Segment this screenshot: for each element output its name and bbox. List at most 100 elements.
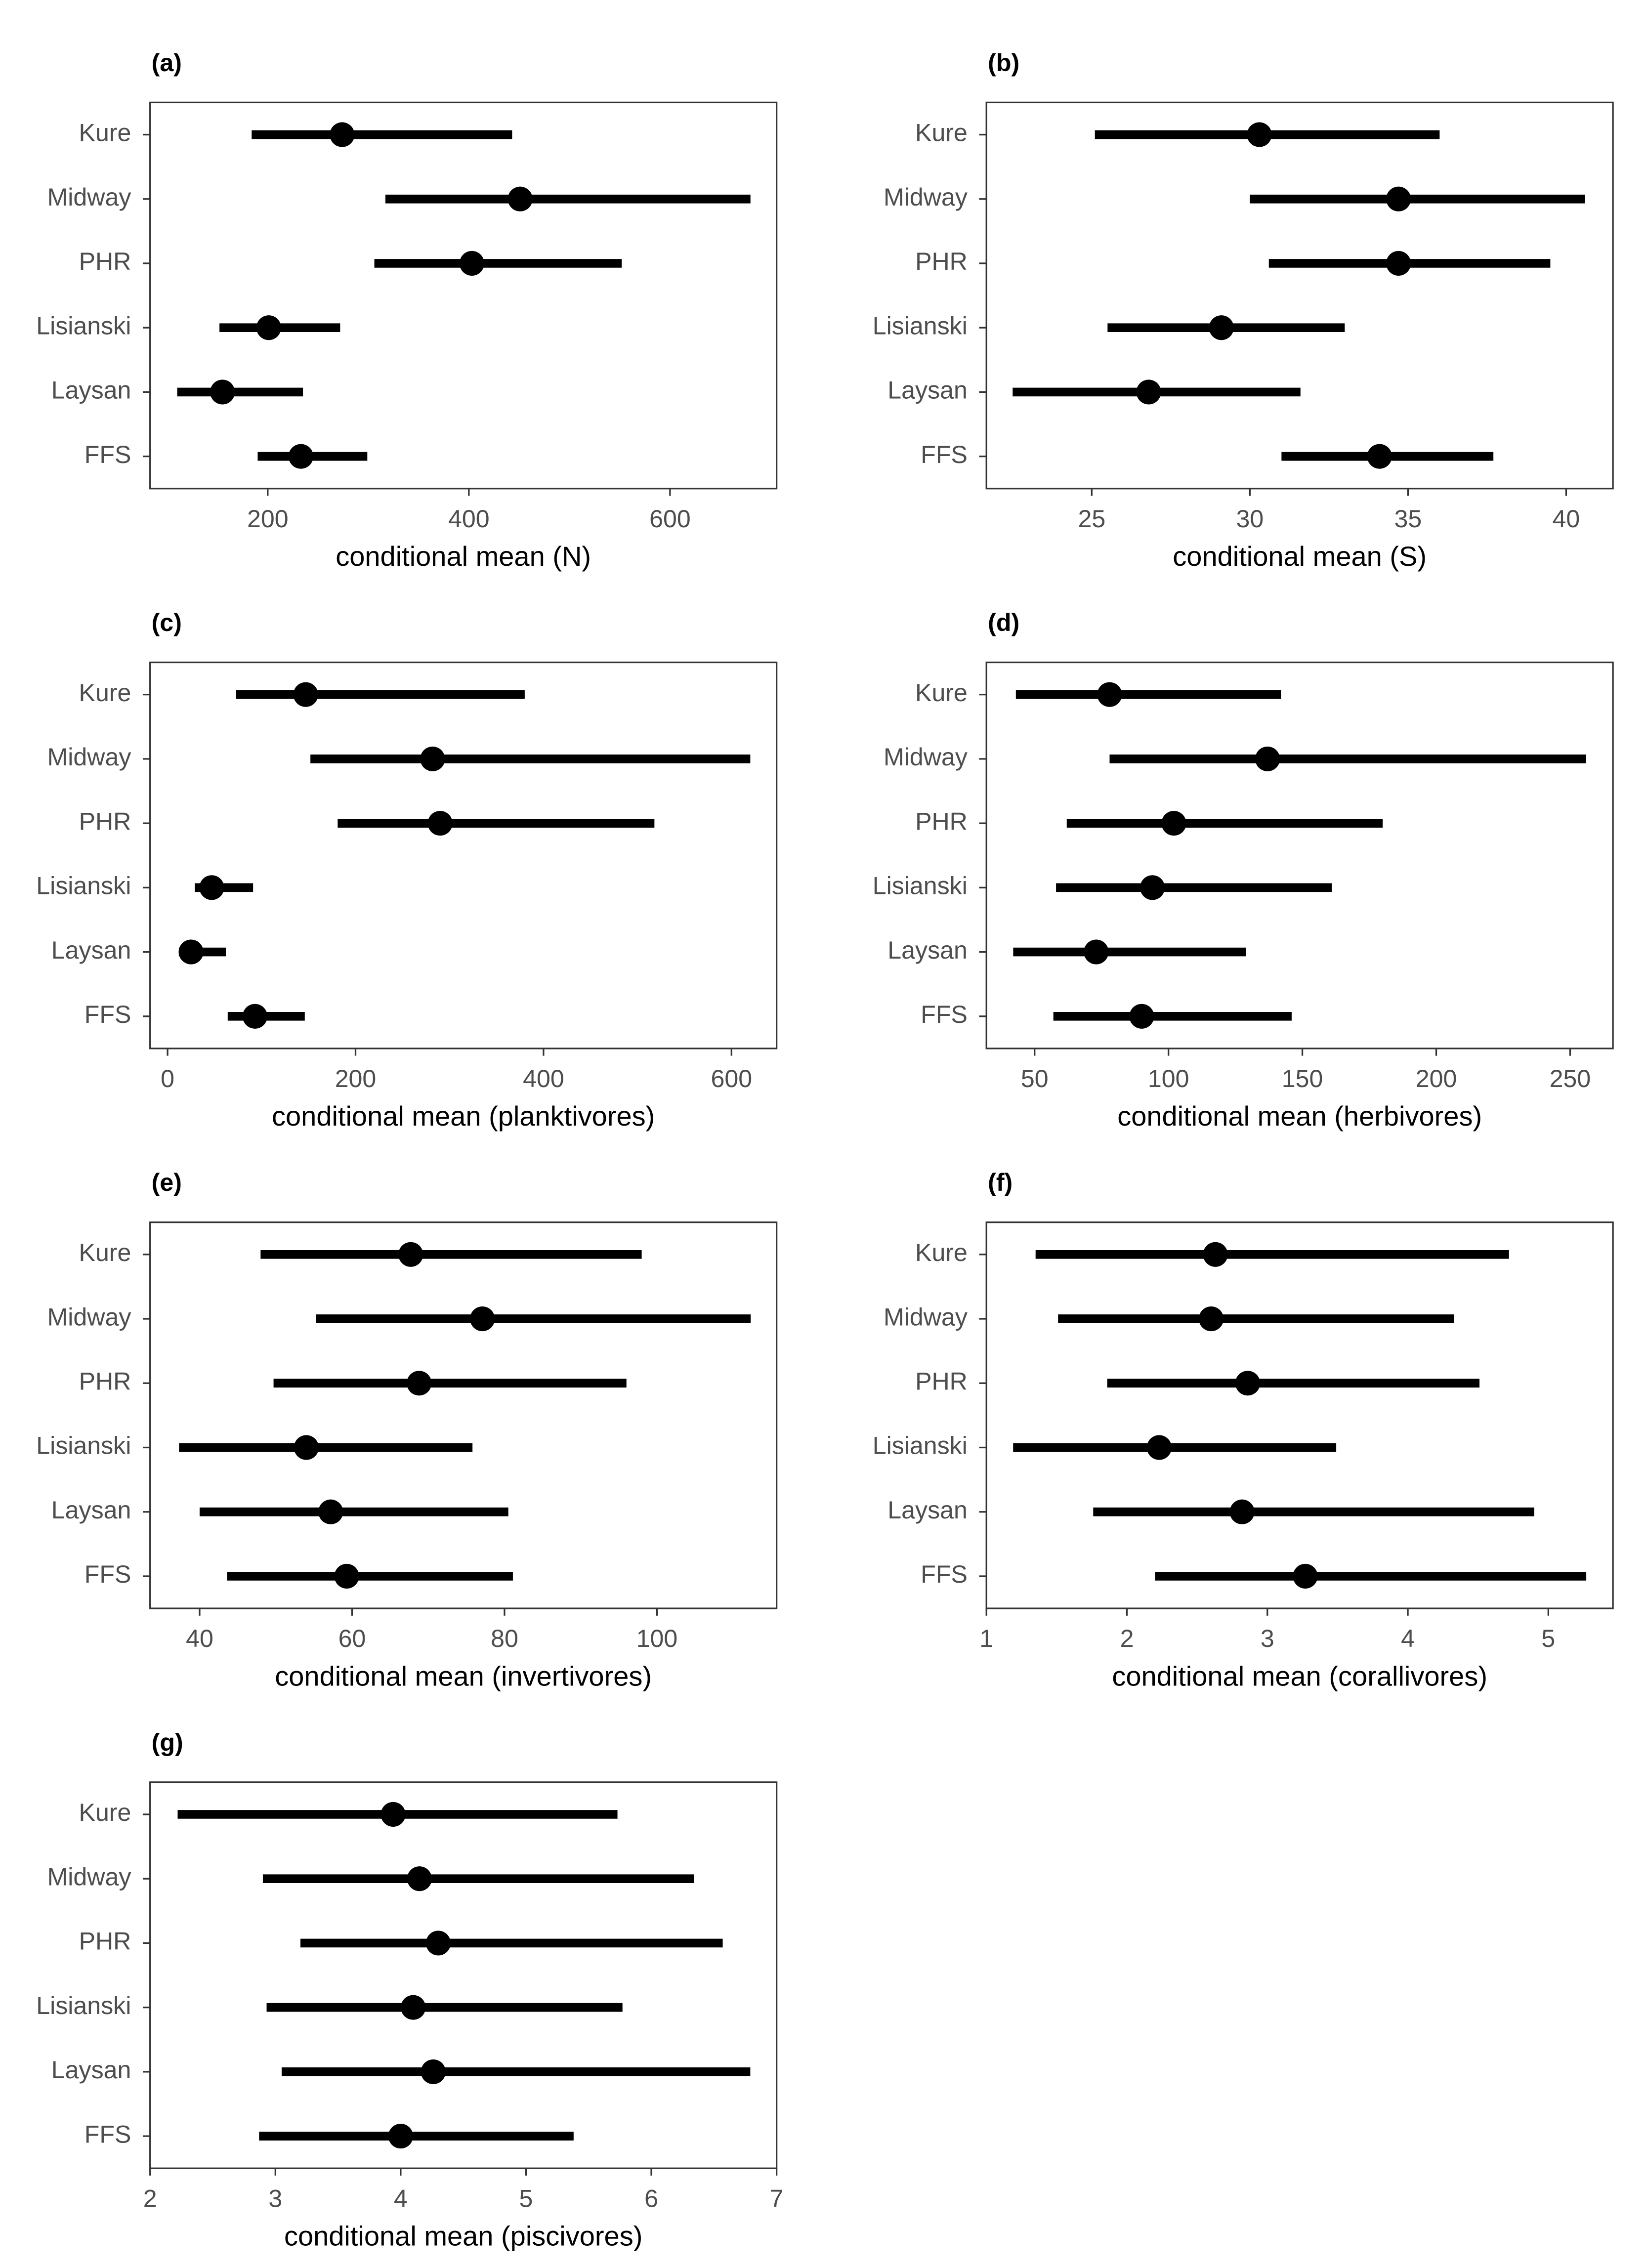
x-tick-label: 2 [143,2184,157,2212]
panel-title: (e) [152,1169,182,1196]
x-tick-label: 200 [335,1065,377,1092]
y-tick-label: PHR [79,1928,131,1955]
y-tick-label: FFS [921,441,968,468]
plot-frame [985,1221,1614,1609]
panel: (f) 1 2 3 4 5 conditional mean (corallivores) K… [873,1169,1614,1691]
y-tick-label: PHR [79,807,131,835]
y-tick-label: Midway [884,183,968,211]
y-tick-label: Midway [47,743,131,771]
point [318,1499,343,1524]
y-tick-label: Midway [47,1303,131,1331]
x-tick-label: 1 [979,1625,993,1652]
point [470,1306,495,1332]
y-tick-label: Lisianski [873,1432,968,1460]
point [294,1435,319,1460]
point [1209,315,1234,340]
y-tick-label: Laysan [51,1496,131,1524]
x-tick-label: 40 [1553,505,1580,533]
point [1084,939,1109,965]
y-tick-label: PHR [915,248,968,275]
point [421,2059,446,2084]
y-tick-label: Laysan [887,1496,968,1524]
x-tick-label: 40 [186,1625,213,1652]
panel: (e) 40 60 80 100 conditional mean (invertivor… [36,1169,778,1691]
y-tick-label: PHR [915,1367,968,1395]
point [1146,1435,1172,1460]
x-tick-label: 3 [268,2184,282,2212]
x-tick-label: 80 [491,1625,518,1652]
y-tick-label: Midway [47,1863,131,1890]
point [407,1866,432,1891]
point [401,1995,426,2020]
y-tick-label: Laysan [51,2056,131,2084]
point [1386,251,1411,276]
y-tick-label: Lisianski [36,872,131,900]
x-tick-label: 60 [338,1625,366,1652]
point [1367,444,1392,469]
x-tick-label: 25 [1078,505,1105,533]
point [1293,1563,1318,1589]
x-tick-label: 50 [1021,1065,1049,1092]
x-axis-label: conditional mean (S) [1173,541,1427,572]
plot-frame [985,101,1614,490]
x-tick-label: 2 [1120,1625,1134,1652]
point [334,1563,359,1589]
x-tick-label: 6 [644,2184,658,2212]
y-tick-label: Kure [915,679,968,707]
panel-title: (g) [152,1728,183,1756]
x-tick-label: 200 [247,505,289,533]
y-tick-label: Kure [79,119,131,147]
x-tick-label: 600 [649,505,691,533]
point [199,875,224,900]
x-tick-label: 100 [1148,1065,1189,1092]
point [425,1931,451,1956]
y-tick-label: Midway [47,183,131,211]
y-tick-label: Lisianski [36,1432,131,1460]
panel: (a) 200 400 600 conditional mean (N) Kure Midw… [36,49,778,572]
point [427,811,453,836]
point [388,2124,413,2149]
point [420,746,445,771]
y-tick-label: Kure [79,1239,131,1266]
y-tick-label: FFS [921,1001,968,1028]
point [1235,1371,1261,1396]
x-axis-label: conditional mean (corallivores) [1112,1660,1487,1691]
panel-title: (d) [988,609,1019,636]
x-tick-label: 5 [1541,1625,1555,1652]
x-tick-label: 150 [1282,1065,1323,1092]
x-axis-label: conditional mean (herbivores) [1117,1100,1482,1132]
panel-title: (b) [988,49,1019,77]
y-tick-label: Kure [79,1799,131,1826]
plot-frame [149,661,778,1050]
plot-frame [149,1781,778,2169]
point [459,251,485,276]
y-tick-label: Lisianski [873,312,968,339]
point [1247,122,1272,147]
point [1199,1306,1224,1332]
x-tick-label: 7 [770,2184,784,2212]
y-tick-label: Laysan [51,936,131,964]
y-tick-label: FFS [84,1560,131,1588]
point [1140,875,1165,900]
y-tick-label: Laysan [887,936,968,964]
point [398,1242,423,1267]
x-tick-label: 100 [636,1625,678,1652]
x-tick-label: 30 [1236,505,1264,533]
panel: (d) 50 100 150 200 250 conditional mean (herbi… [873,609,1614,1132]
x-tick-label: 5 [519,2184,533,2212]
y-tick-label: FFS [84,1001,131,1028]
panel: (c) 0 200 400 600 conditional mean (planktivo… [36,609,778,1132]
point [1229,1499,1255,1524]
y-tick-label: Laysan [51,377,131,404]
point [210,379,235,405]
x-axis-label: conditional mean (N) [336,541,591,572]
point [1136,379,1161,405]
x-tick-label: 3 [1261,1625,1274,1652]
x-axis-label: conditional mean (planktivores) [272,1100,655,1132]
y-tick-label: Midway [884,743,968,771]
point [1129,1004,1154,1029]
panel: (g) 2 3 4 5 6 7 conditional mean (piscivores) Ku… [36,1728,783,2251]
x-axis-label: conditional mean (invertivores) [275,1660,652,1691]
